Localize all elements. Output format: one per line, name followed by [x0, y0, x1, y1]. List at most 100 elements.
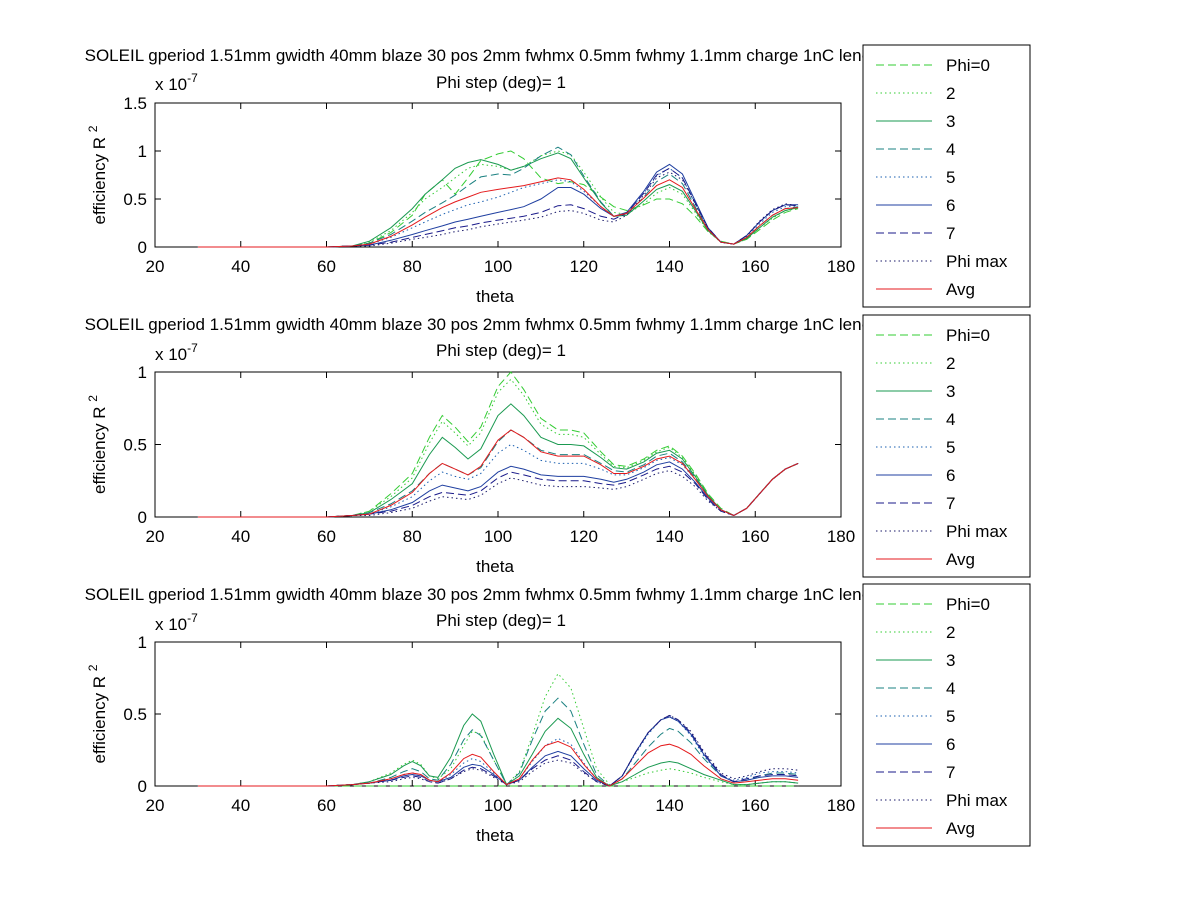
chart-title: SOLEIL gperiod 1.51mm gwidth 40mm blaze … [85, 585, 918, 604]
x-tick-label: 140 [655, 527, 683, 546]
series-line-9 [197, 429, 799, 518]
x-tick-label: 160 [741, 796, 769, 815]
x-tick-label: 60 [317, 796, 336, 815]
series-line-4 [197, 429, 799, 518]
series-line-8 [197, 171, 799, 248]
exponent-label: x 10-7 [155, 71, 198, 94]
x-tick-label: 180 [827, 257, 855, 276]
y-tick-label: 1 [138, 142, 147, 161]
legend-label: 7 [946, 224, 955, 243]
legend-label: 2 [946, 84, 955, 103]
y-tick-label: 0 [138, 508, 147, 527]
legend: Phi=0 2 3 4 5 6 7 Phi max Avg [862, 583, 1031, 847]
legend-label: Avg [946, 280, 975, 299]
x-tick-label: 80 [403, 796, 422, 815]
chart-title: SOLEIL gperiod 1.51mm gwidth 40mm blaze … [85, 46, 918, 65]
legend-label: 4 [946, 140, 955, 159]
series-line-6 [197, 716, 799, 787]
x-tick-label: 100 [484, 527, 512, 546]
series-line-1 [197, 371, 799, 518]
legend-label: 5 [946, 707, 955, 726]
y-tick-label: 1 [138, 363, 147, 382]
x-tick-label: 20 [146, 257, 165, 276]
x-tick-label: 60 [317, 257, 336, 276]
chart-subtitle: Phi step (deg)= 1 [436, 611, 566, 630]
series-line-7 [197, 167, 799, 248]
legend: Phi=0 2 3 4 5 6 7 Phi max Avg [862, 314, 1031, 578]
legend-label: Phi=0 [946, 595, 990, 614]
y-tick-label: 0.5 [123, 705, 147, 724]
y-tick-label: 1.5 [123, 94, 147, 113]
series-line-9 [197, 177, 799, 248]
y-tick-label: 0 [138, 238, 147, 257]
chart-subtitle: Phi step (deg)= 1 [436, 73, 566, 92]
y-axis-label: efficiency R 2 [86, 125, 109, 224]
series-line-2 [197, 150, 799, 248]
legend-box [862, 44, 1031, 308]
series-line-3 [197, 713, 799, 787]
legend-box [862, 314, 1031, 578]
x-tick-label: 120 [570, 257, 598, 276]
x-tick-label: 120 [570, 527, 598, 546]
chart-title: SOLEIL gperiod 1.51mm gwidth 40mm blaze … [85, 315, 918, 334]
plot-area [154, 371, 842, 518]
legend-label: Avg [946, 550, 975, 569]
series-line-7 [197, 714, 799, 787]
legend-label: Phi max [946, 522, 1008, 541]
legend-label: Phi max [946, 252, 1008, 271]
x-axis-label: theta [476, 557, 514, 576]
y-tick-label: 1 [138, 633, 147, 652]
chart-subtitle: Phi step (deg)= 1 [436, 341, 566, 360]
series-line-4 [197, 697, 799, 787]
x-tick-label: 40 [231, 527, 250, 546]
x-tick-label: 160 [741, 257, 769, 276]
x-tick-label: 20 [146, 527, 165, 546]
chart-panel-3: 20 40 60 80 100 120 140 160 180 0 0.5 1 x 10-7 SOLEIL… [85, 583, 1031, 847]
legend-label: 7 [946, 763, 955, 782]
legend-label: 4 [946, 410, 955, 429]
legend-label: 2 [946, 354, 955, 373]
y-axis-label: efficiency R 2 [86, 664, 109, 763]
x-tick-label: 40 [231, 796, 250, 815]
legend-label: 5 [946, 438, 955, 457]
x-tick-label: 160 [741, 527, 769, 546]
x-tick-label: 100 [484, 257, 512, 276]
chart-panel-1: 20 40 60 80 100 120 140 160 180 0 0.5 1 1.5 x 10-7 SOL… [85, 44, 1031, 308]
series-line-5 [197, 167, 799, 248]
chart-panel-2: 20 40 60 80 100 120 140 160 180 0 0.5 1 x 10-7 SOLEIL… [85, 314, 1031, 578]
legend-label: 6 [946, 735, 955, 754]
legend-label: 6 [946, 196, 955, 215]
exponent-label: x 10-7 [155, 611, 198, 634]
legend-label: 2 [946, 623, 955, 642]
x-tick-label: 140 [655, 796, 683, 815]
x-tick-label: 20 [146, 796, 165, 815]
plot-area [154, 641, 842, 787]
x-tick-label: 120 [570, 796, 598, 815]
legend-label: 6 [946, 466, 955, 485]
legend-label: Phi=0 [946, 56, 990, 75]
series-line-9 [197, 740, 799, 787]
legend-label: 5 [946, 168, 955, 187]
x-tick-label: 40 [231, 257, 250, 276]
legend-label: Phi max [946, 791, 1008, 810]
x-axis-label: theta [476, 826, 514, 845]
x-tick-label: 140 [655, 257, 683, 276]
x-tick-label: 100 [484, 796, 512, 815]
legend-label: 4 [946, 679, 955, 698]
legend: Phi=0 2 3 4 5 6 7 Phi max Avg [862, 44, 1031, 308]
x-axis-label: theta [476, 287, 514, 306]
legend-label: 3 [946, 651, 955, 670]
x-tick-label: 180 [827, 527, 855, 546]
x-tick-label: 180 [827, 796, 855, 815]
legend-label: 3 [946, 112, 955, 131]
x-tick-label: 80 [403, 527, 422, 546]
y-tick-label: 0 [138, 777, 147, 796]
y-axis-label: efficiency R 2 [86, 395, 109, 494]
exponent-label: x 10-7 [155, 341, 198, 364]
x-tick-label: 80 [403, 257, 422, 276]
y-tick-label: 0.5 [123, 190, 147, 209]
legend-label: Phi=0 [946, 326, 990, 345]
legend-label: 3 [946, 382, 955, 401]
legend-label: 7 [946, 494, 955, 513]
x-tick-label: 60 [317, 527, 336, 546]
